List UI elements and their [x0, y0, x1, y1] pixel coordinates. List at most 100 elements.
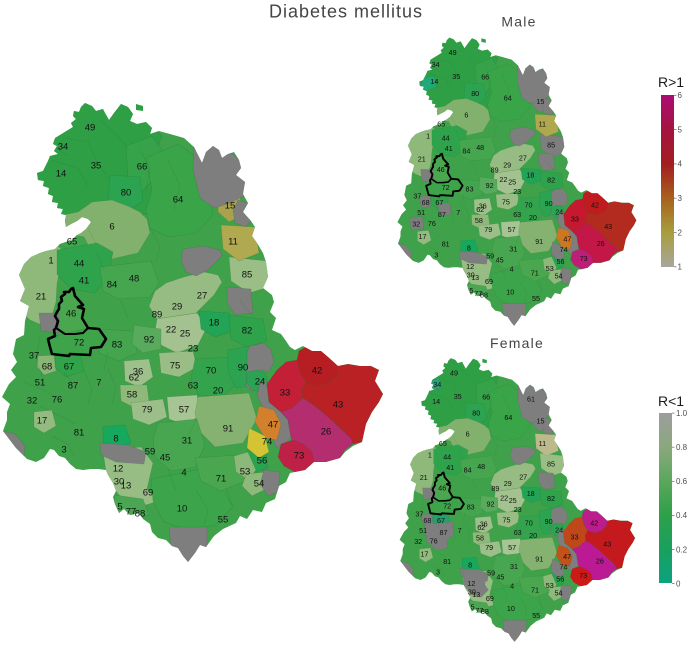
svg-text:64: 64 [173, 194, 184, 205]
svg-text:70: 70 [525, 519, 533, 528]
svg-text:72: 72 [442, 183, 450, 192]
svg-text:80: 80 [121, 187, 132, 198]
svg-text:84: 84 [462, 147, 470, 156]
svg-text:68: 68 [42, 361, 53, 372]
svg-text:15: 15 [537, 417, 545, 426]
svg-text:20: 20 [529, 531, 537, 540]
svg-text:48: 48 [477, 462, 485, 471]
svg-text:4: 4 [510, 582, 514, 591]
svg-text:51: 51 [419, 526, 427, 535]
svg-text:82: 82 [547, 494, 555, 503]
svg-text:22: 22 [500, 493, 508, 502]
svg-text:0.2: 0.2 [676, 545, 688, 554]
svg-text:33: 33 [571, 215, 579, 224]
svg-text:14: 14 [432, 397, 440, 406]
svg-text:0.4: 0.4 [676, 511, 688, 520]
svg-text:Female: Female [490, 335, 544, 351]
svg-text:43: 43 [333, 399, 344, 410]
svg-text:66: 66 [482, 393, 490, 402]
svg-text:82: 82 [242, 325, 253, 336]
svg-text:22: 22 [499, 175, 507, 184]
svg-text:41: 41 [445, 144, 453, 153]
svg-text:32: 32 [412, 220, 420, 229]
svg-text:91: 91 [535, 237, 543, 246]
svg-text:4: 4 [678, 160, 683, 169]
svg-text:85: 85 [547, 141, 555, 150]
svg-text:69: 69 [486, 594, 494, 603]
svg-text:83: 83 [112, 339, 123, 350]
svg-text:36: 36 [479, 201, 487, 210]
svg-text:Male: Male [501, 14, 536, 30]
svg-text:69: 69 [143, 487, 154, 498]
svg-text:53: 53 [546, 264, 554, 273]
svg-text:6: 6 [466, 430, 470, 439]
svg-text:65: 65 [437, 120, 445, 129]
svg-text:12: 12 [467, 579, 475, 588]
svg-text:17: 17 [420, 550, 428, 559]
svg-text:59: 59 [145, 446, 156, 457]
svg-text:88: 88 [480, 290, 488, 299]
svg-text:1: 1 [678, 263, 683, 272]
svg-text:80: 80 [471, 89, 479, 98]
svg-text:89: 89 [491, 484, 499, 493]
svg-text:58: 58 [476, 534, 484, 543]
svg-text:29: 29 [172, 301, 183, 312]
svg-text:3: 3 [434, 250, 438, 259]
svg-text:34: 34 [58, 141, 69, 152]
svg-text:68: 68 [423, 516, 431, 525]
svg-text:27: 27 [519, 154, 527, 163]
svg-text:33: 33 [571, 532, 579, 541]
svg-text:13: 13 [471, 273, 479, 282]
svg-text:35: 35 [454, 392, 462, 401]
svg-text:79: 79 [485, 543, 493, 552]
svg-text:15: 15 [536, 97, 544, 106]
svg-text:57: 57 [508, 225, 516, 234]
svg-text:55: 55 [532, 611, 540, 620]
svg-text:R<1: R<1 [658, 393, 684, 409]
svg-text:35: 35 [452, 72, 460, 81]
svg-text:26: 26 [597, 239, 605, 248]
svg-text:67: 67 [435, 198, 443, 207]
svg-text:75: 75 [170, 360, 181, 371]
svg-text:37: 37 [413, 191, 421, 200]
svg-text:66: 66 [137, 161, 148, 172]
svg-text:73: 73 [579, 571, 587, 580]
svg-text:47: 47 [268, 419, 279, 430]
svg-text:71: 71 [531, 269, 539, 278]
svg-text:81: 81 [442, 240, 450, 249]
svg-text:11: 11 [228, 236, 238, 247]
svg-text:10: 10 [177, 503, 188, 514]
svg-text:71: 71 [531, 585, 539, 594]
svg-text:83: 83 [467, 503, 475, 512]
svg-text:41: 41 [446, 463, 454, 472]
svg-text:42: 42 [591, 201, 599, 210]
svg-text:24: 24 [555, 208, 563, 217]
svg-text:37: 37 [415, 509, 423, 518]
svg-text:49: 49 [85, 122, 96, 133]
svg-text:0.6: 0.6 [676, 477, 688, 486]
svg-text:18: 18 [526, 171, 534, 180]
svg-text:56: 56 [556, 574, 564, 583]
svg-text:85: 85 [547, 459, 555, 468]
svg-text:23: 23 [188, 343, 199, 354]
svg-text:18: 18 [527, 489, 535, 498]
svg-text:7: 7 [96, 377, 101, 388]
svg-text:71: 71 [216, 473, 227, 484]
svg-text:44: 44 [74, 258, 85, 269]
svg-text:72: 72 [443, 501, 451, 510]
svg-text:91: 91 [223, 423, 234, 434]
svg-text:23: 23 [514, 505, 522, 514]
svg-text:5: 5 [469, 286, 473, 295]
svg-text:75: 75 [503, 516, 511, 525]
svg-text:64: 64 [504, 413, 512, 422]
svg-text:21: 21 [418, 154, 426, 163]
svg-text:46: 46 [66, 308, 77, 319]
svg-text:62: 62 [477, 523, 485, 532]
svg-text:55: 55 [218, 514, 229, 525]
svg-text:25: 25 [180, 328, 191, 339]
svg-text:0.8: 0.8 [676, 443, 688, 452]
svg-text:10: 10 [507, 604, 515, 613]
svg-text:67: 67 [64, 361, 75, 372]
svg-text:73: 73 [294, 450, 305, 461]
svg-text:42: 42 [590, 519, 598, 528]
